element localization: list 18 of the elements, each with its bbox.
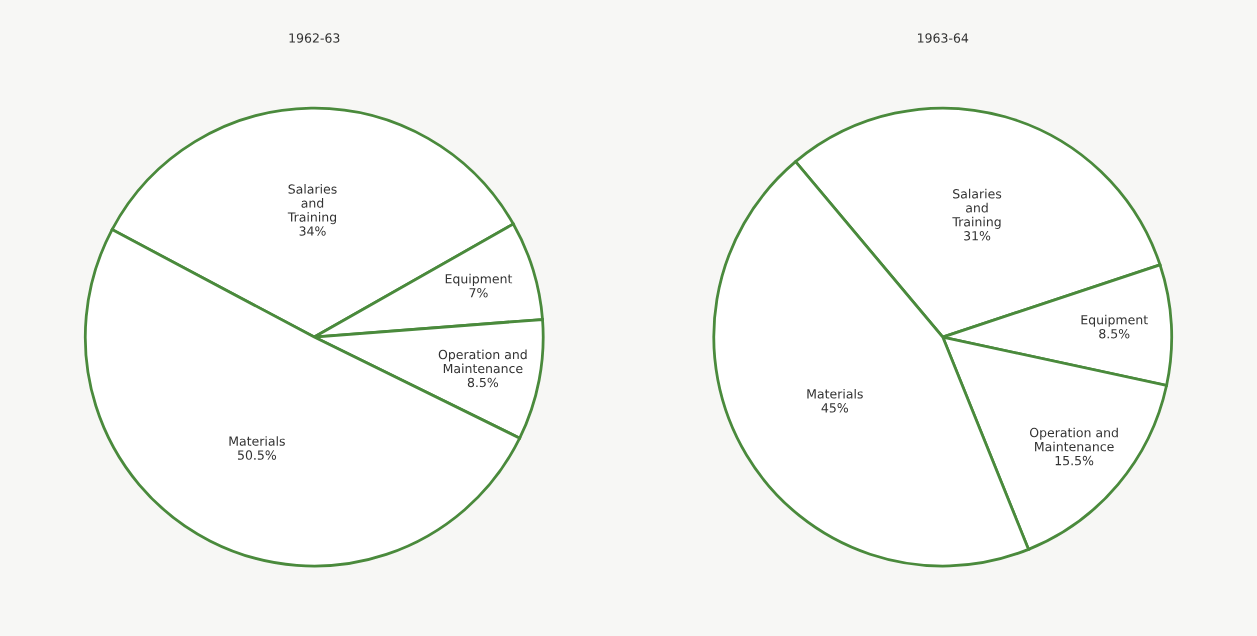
data-label: 34% <box>299 226 326 236</box>
slice-label: Operation and Maintenance <box>438 349 527 374</box>
data-label: 15.5% <box>1055 455 1094 466</box>
slice-label: Equipment <box>445 273 513 286</box>
chart-title: 1963-64 <box>918 33 969 43</box>
chart-title: 1962-63 <box>289 33 340 43</box>
slice-label: Salaries and Training <box>952 188 1002 229</box>
slice-label: Materials <box>229 436 285 446</box>
slice-label: Equipment <box>1081 314 1148 327</box>
data-label: 31% <box>964 231 991 241</box>
data-label: 50.5% <box>237 450 277 460</box>
data-label: 8.5% <box>1099 328 1130 339</box>
data-label: 8.5% <box>467 377 499 388</box>
slice-label: Operation and Maintenance <box>1029 427 1118 452</box>
data-label: 7% <box>469 288 488 298</box>
slice-label: Materials <box>807 388 863 399</box>
slice-label: Salaries and Training <box>287 184 337 225</box>
data-label: 45% <box>821 403 849 413</box>
